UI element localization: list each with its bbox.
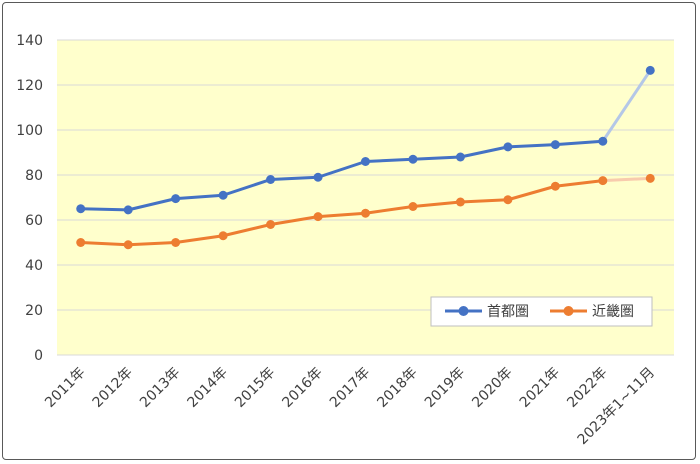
data-point [123,205,133,215]
x-tick-label: 2017年 [327,365,373,411]
data-point [266,220,276,229]
y-tick-label: 140 [16,33,43,49]
x-tick-label: 2011年 [42,365,88,411]
legend-label-series-1: 近畿圏 [592,304,634,320]
series-0 [76,65,655,215]
data-point [361,208,370,218]
x-axis-tick-labels: 2011年 2012年 2013年 2014年 2015年 2016年 2017年 2018年… [42,365,658,449]
data-point [408,154,418,164]
data-point [218,231,228,241]
y-tick-label: 80 [25,168,43,184]
data-point [123,240,133,250]
gridlines [57,39,674,356]
y-tick-label: 40 [25,258,43,274]
y-tick-label: 0 [34,348,43,364]
data-point [598,136,608,146]
series-line-segment [411,200,462,208]
y-axis-tick-labels: 0 20 40 60 80 100 120 140 [16,33,43,364]
series-line-segment [126,197,178,212]
series-line-segment [506,184,557,202]
series-lines [76,65,655,250]
series-line-segment [553,139,605,147]
data-point [171,194,181,204]
legend-entry-series-1: 近畿圏 [550,304,634,320]
series-line-segment [79,241,130,247]
series-line-segment [316,160,367,179]
series-line-segment [364,157,415,163]
data-point [313,212,323,222]
series-line-segment [221,223,273,238]
data-point [503,195,513,205]
x-tick-label: 2012年 [90,365,136,411]
series-line-segment [174,193,225,201]
data-point [171,238,181,247]
y-tick-label: 120 [16,78,43,94]
series-line-segment [411,155,462,161]
data-point [76,204,86,214]
data-point [361,157,370,166]
series-line-segment [269,215,320,226]
data-point [503,142,513,152]
data-point [408,202,418,211]
series-line-segment [458,145,510,159]
x-tick-label: 2021年 [517,365,563,411]
series-line-segment [553,179,605,188]
data-point [455,152,465,162]
series-line-segment [126,241,178,247]
legend: 首都圏 近畿圏 [430,296,653,327]
data-point [645,173,655,183]
legend-marker-series-1 [563,306,574,316]
series-line-segment [79,207,130,212]
legend-label-series-0: 首都圏 [487,304,529,320]
legend-marker-series-0 [458,306,469,316]
series-line-segment [506,143,557,149]
series-line-segment [221,178,273,197]
series-line-segment [458,198,510,204]
x-tick-label: 2013年 [137,365,183,411]
data-point [313,172,323,182]
x-tick-label: 2019年 [422,365,468,411]
x-tick-label: 2022年 [564,365,610,411]
x-tick-label: 2016年 [279,365,325,411]
series-line-segment [601,68,652,143]
data-point [550,181,560,191]
data-point [76,238,86,247]
y-tick-label: 20 [25,303,43,319]
y-tick-label: 100 [16,123,43,139]
x-tick-label: 2014年 [185,365,231,411]
series-line-segment [174,234,225,244]
series-line-segment [316,211,367,219]
data-point [266,175,276,184]
x-tick-label: 2020年 [469,365,515,411]
data-point [455,197,465,207]
data-point [550,140,560,150]
series-line-segment [601,176,652,183]
x-tick-label: 2015年 [232,365,278,411]
x-tick-label: 2018年 [374,365,420,411]
series-line-segment [364,205,415,215]
series-line-segment [269,175,320,181]
legend-entry-series-0: 首都圏 [445,304,529,320]
data-point [218,190,228,200]
data-point [645,65,655,75]
data-point [598,176,608,186]
series-1 [76,173,655,250]
y-tick-label: 60 [25,213,43,229]
